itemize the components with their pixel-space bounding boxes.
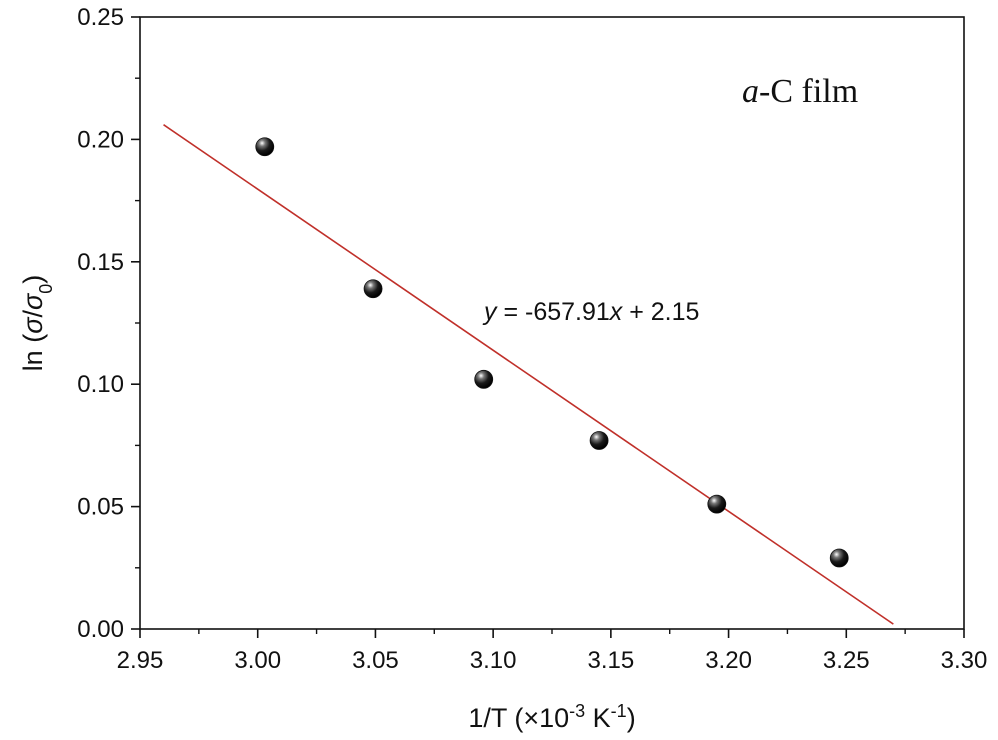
- data-point: [707, 494, 727, 514]
- y-tick-label: 0.05: [77, 494, 124, 521]
- x-axis-title: 1/T (×10-3 K-1): [468, 701, 635, 733]
- y-title-sigma0: σ: [18, 292, 48, 310]
- data-point: [474, 369, 494, 389]
- x-tick-label: 3.10: [470, 647, 517, 674]
- y-tick-label: 0.20: [77, 126, 124, 153]
- x-title-mid: K: [585, 703, 611, 733]
- fit-line-group: [163, 124, 894, 625]
- x-ticks: 2.95 3.00 3.05 3.10 3.15 3.20 3.25 3.30: [117, 629, 988, 674]
- equation-end: + 2.15: [622, 298, 699, 326]
- x-tick-label: 3.15: [587, 647, 634, 674]
- y-title-prefix: ln (: [18, 334, 48, 372]
- x-title-main: 1/T (×10: [468, 703, 569, 733]
- data-point: [255, 137, 275, 157]
- x-tick-label: 3.30: [941, 647, 988, 674]
- y-tick-label: 0.25: [77, 4, 124, 31]
- x-tick-label: 3.25: [823, 647, 870, 674]
- x-title-exp2: -1: [611, 701, 627, 721]
- x-title-exp1: -3: [569, 701, 585, 721]
- y-ticks: 0.00 0.05 0.10 0.15 0.20 0.25: [77, 4, 140, 643]
- fit-equation: y = -657.91x + 2.15: [482, 298, 699, 326]
- y-tick-label: 0.00: [77, 616, 124, 643]
- fit-line: [163, 124, 894, 625]
- x-tick-label: 3.20: [705, 647, 752, 674]
- x-title-end: ): [627, 703, 636, 733]
- data-point: [589, 431, 609, 450]
- film-label-italic: a: [742, 73, 759, 110]
- y-tick-label: 0.10: [77, 371, 124, 398]
- y-tick-label: 0.15: [77, 249, 124, 276]
- x-tick-label: 3.00: [234, 647, 281, 674]
- equation-mid: = -657.91: [497, 298, 610, 326]
- data-point: [829, 548, 849, 568]
- data-point: [363, 279, 383, 299]
- y-axis-title: ln (σ/σ0): [18, 275, 56, 372]
- y-title-sub0: 0: [36, 284, 56, 294]
- x-tick-label: 3.05: [352, 647, 399, 674]
- y-title-slash: /: [18, 310, 48, 318]
- equation-y: y: [482, 298, 498, 326]
- equation-x: x: [609, 298, 624, 326]
- y-title-suffix: ): [18, 275, 48, 284]
- x-tick-label: 2.95: [117, 647, 164, 674]
- film-label: a-C film: [742, 73, 858, 110]
- data-points: [255, 137, 849, 568]
- film-label-text: -C film: [759, 73, 858, 110]
- y-title-sigma: σ: [18, 316, 48, 334]
